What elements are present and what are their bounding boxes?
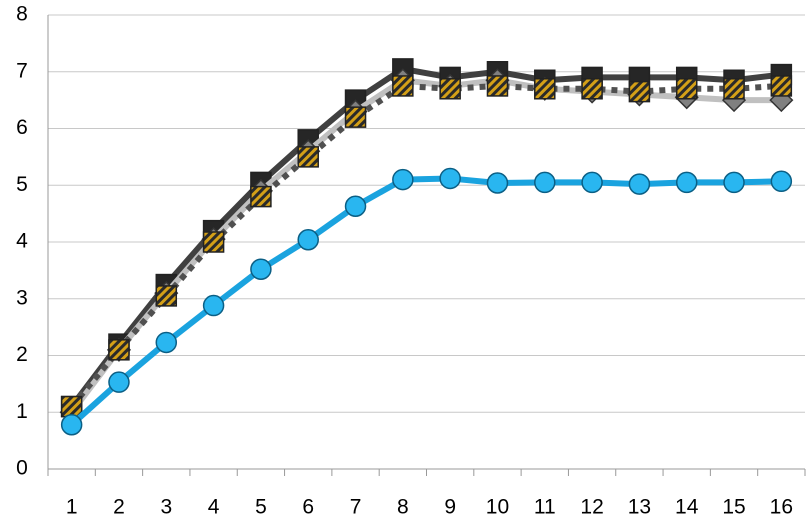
point	[60, 395, 83, 418]
y-tick-label: 1	[16, 400, 28, 423]
y-tick-label: 4	[16, 230, 28, 253]
y-tick-label: 8	[16, 3, 28, 26]
point	[297, 146, 319, 168]
point	[344, 195, 367, 217]
point	[155, 285, 178, 307]
x-tick-label: 6	[302, 496, 314, 519]
point	[250, 185, 272, 208]
point	[581, 171, 603, 194]
point	[770, 75, 793, 97]
point	[534, 78, 556, 100]
point	[439, 78, 461, 100]
point	[534, 171, 556, 194]
point	[60, 413, 83, 436]
series-line	[69, 77, 782, 415]
x-tick-label: 10	[486, 496, 509, 519]
point	[202, 231, 225, 253]
point	[628, 173, 651, 195]
series-line	[69, 175, 782, 427]
point	[202, 294, 225, 317]
y-tick-label: 7	[16, 59, 28, 82]
x-tick-label: 9	[444, 496, 456, 519]
x-tick-label: 16	[770, 496, 793, 519]
point	[723, 78, 745, 100]
point	[628, 80, 651, 103]
x-tick-label: 3	[160, 496, 172, 519]
y-tick-label: 6	[16, 116, 28, 139]
x-tick-label: 11	[534, 496, 556, 519]
x-tick-label: 15	[722, 496, 745, 519]
point	[297, 228, 319, 251]
x-tick-label: 2	[113, 496, 125, 519]
point	[108, 371, 130, 393]
point	[439, 167, 461, 190]
point	[770, 170, 793, 193]
x-tick-label: 1	[66, 496, 78, 519]
point	[392, 75, 414, 97]
point	[155, 331, 178, 354]
point	[486, 172, 509, 194]
y-tick-label: 2	[16, 343, 28, 366]
x-tick-label: 13	[628, 496, 651, 519]
point	[344, 106, 367, 128]
point	[250, 258, 272, 280]
point	[723, 171, 745, 194]
point	[675, 78, 698, 100]
y-tick-label: 0	[16, 457, 28, 480]
series-line	[69, 82, 782, 409]
y-tick-label: 5	[16, 173, 28, 196]
point	[581, 78, 603, 100]
x-tick-label: 12	[580, 496, 603, 519]
x-tick-label: 8	[397, 496, 409, 519]
x-tick-label: 7	[350, 496, 362, 519]
x-tick-label: 4	[208, 496, 220, 519]
series-line	[69, 65, 782, 409]
x-tick-label: 5	[255, 496, 267, 519]
point	[675, 171, 698, 194]
x-tick-label: 14	[675, 496, 699, 519]
point	[108, 339, 130, 361]
point	[392, 168, 414, 191]
y-tick-label: 3	[16, 286, 28, 309]
point	[486, 75, 509, 97]
